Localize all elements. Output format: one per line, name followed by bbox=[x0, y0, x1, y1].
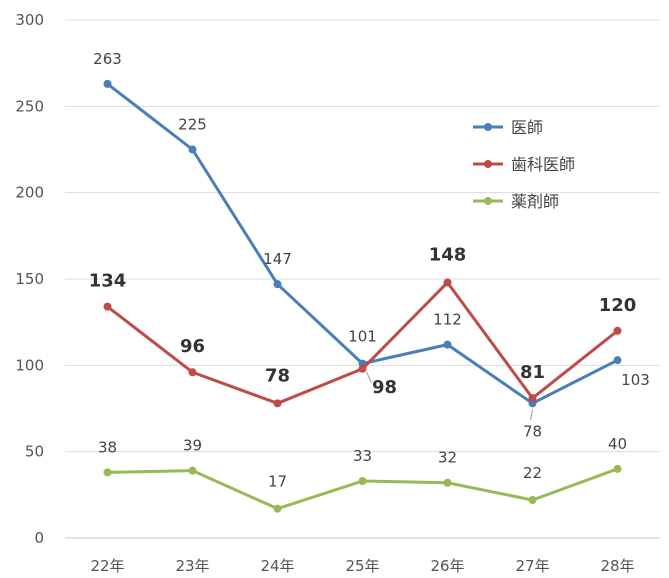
legend-label: 薬剤師 bbox=[511, 192, 559, 211]
y-tick-label: 0 bbox=[34, 529, 44, 547]
x-tick-label: 23年 bbox=[175, 557, 209, 575]
x-tick-label: 26年 bbox=[430, 557, 464, 575]
data-label: 101 bbox=[348, 328, 377, 346]
data-label: 147 bbox=[263, 250, 292, 268]
leader-line bbox=[366, 371, 372, 383]
legend-marker bbox=[484, 197, 492, 205]
data-label: 225 bbox=[178, 116, 207, 134]
data-label: 78 bbox=[265, 365, 290, 386]
legend-label: 医師 bbox=[511, 118, 543, 137]
data-point bbox=[358, 364, 367, 373]
x-tick-label: 27年 bbox=[515, 557, 549, 575]
data-label: 103 bbox=[621, 371, 650, 389]
data-point bbox=[103, 302, 112, 311]
data-point bbox=[613, 356, 622, 365]
data-label: 112 bbox=[433, 311, 462, 329]
data-point bbox=[188, 368, 197, 377]
x-axis-ticks: 22年 23年 24年 25年 26年 27年 28年 bbox=[90, 557, 634, 575]
data-point bbox=[273, 399, 282, 408]
y-tick-label: 200 bbox=[15, 184, 44, 202]
data-label: 17 bbox=[268, 473, 287, 491]
data-label: 39 bbox=[183, 437, 202, 455]
data-label: 40 bbox=[608, 435, 627, 453]
data-label: 33 bbox=[353, 447, 372, 465]
data-label: 148 bbox=[429, 244, 467, 265]
data-label: 81 bbox=[520, 362, 545, 383]
series-lines bbox=[103, 79, 622, 513]
leader-line bbox=[530, 409, 533, 421]
data-label: 96 bbox=[180, 336, 205, 357]
y-tick-label: 300 bbox=[15, 11, 44, 29]
data-label: 78 bbox=[523, 422, 542, 440]
data-labels: 263 225 147 101 112 78 103 134 96 78 98 148 81 120 38 3… bbox=[89, 50, 650, 491]
data-label: 98 bbox=[372, 377, 397, 398]
y-tick-label: 250 bbox=[15, 97, 44, 115]
data-point bbox=[358, 477, 367, 486]
y-tick-label: 100 bbox=[15, 356, 44, 374]
y-tick-label: 50 bbox=[25, 443, 44, 461]
data-label: 134 bbox=[89, 271, 127, 292]
data-label: 38 bbox=[98, 438, 117, 456]
data-point bbox=[273, 504, 282, 513]
data-point bbox=[528, 394, 537, 403]
data-point bbox=[613, 326, 622, 335]
legend-marker bbox=[484, 160, 492, 168]
legend-marker bbox=[484, 123, 492, 131]
data-point bbox=[188, 466, 197, 475]
data-point bbox=[188, 145, 197, 154]
data-point bbox=[103, 79, 112, 88]
y-tick-label: 150 bbox=[15, 270, 44, 288]
data-point bbox=[103, 468, 112, 477]
legend-label: 歯科医師 bbox=[511, 155, 575, 174]
data-point bbox=[443, 478, 452, 487]
data-point bbox=[273, 280, 282, 289]
data-label: 22 bbox=[523, 464, 542, 482]
data-point bbox=[613, 464, 622, 473]
x-tick-label: 28年 bbox=[600, 557, 634, 575]
data-point bbox=[443, 278, 452, 287]
data-label: 32 bbox=[438, 449, 457, 467]
x-tick-label: 24年 bbox=[260, 557, 294, 575]
data-point bbox=[528, 496, 537, 505]
data-label: 120 bbox=[599, 295, 637, 316]
y-axis-ticks: 0 50 100 150 200 250 300 bbox=[15, 11, 44, 547]
x-tick-label: 25年 bbox=[345, 557, 379, 575]
data-label: 263 bbox=[93, 50, 122, 68]
x-tick-label: 22年 bbox=[90, 557, 124, 575]
data-point bbox=[443, 340, 452, 349]
